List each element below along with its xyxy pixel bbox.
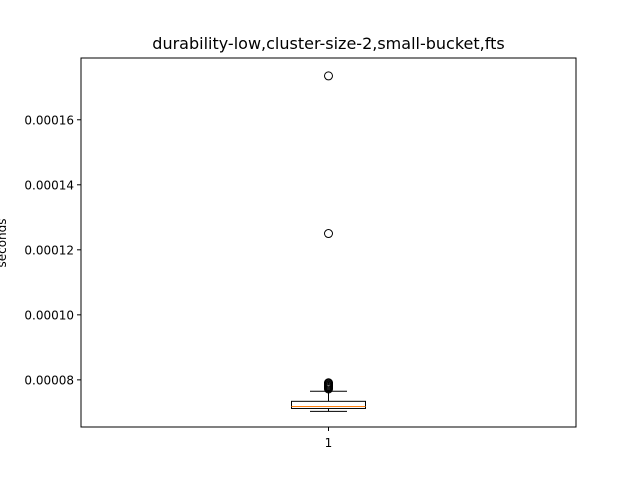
plot-area: 0.00008 0.00010 0.00012 0.00014 0.00016 1 <box>24 71 366 450</box>
outlier-point <box>324 378 333 388</box>
plot-frame <box>80 57 577 428</box>
y-tick-label: 0.00010 <box>24 308 74 322</box>
outlier-point <box>324 229 333 239</box>
x-tick-label: 1 <box>325 436 333 450</box>
y-tick-label: 0.00012 <box>24 243 74 257</box>
y-tick-label: 0.00008 <box>24 373 74 387</box>
y-tick-label: 0.00014 <box>24 178 74 192</box>
chart-title: durability-low,cluster-size-2,small-buck… <box>152 34 504 53</box>
y-axis-label: seconds <box>0 218 9 267</box>
y-tick-label: 0.00016 <box>24 113 74 127</box>
outlier-point <box>324 71 333 81</box>
iqr-box <box>291 400 366 409</box>
